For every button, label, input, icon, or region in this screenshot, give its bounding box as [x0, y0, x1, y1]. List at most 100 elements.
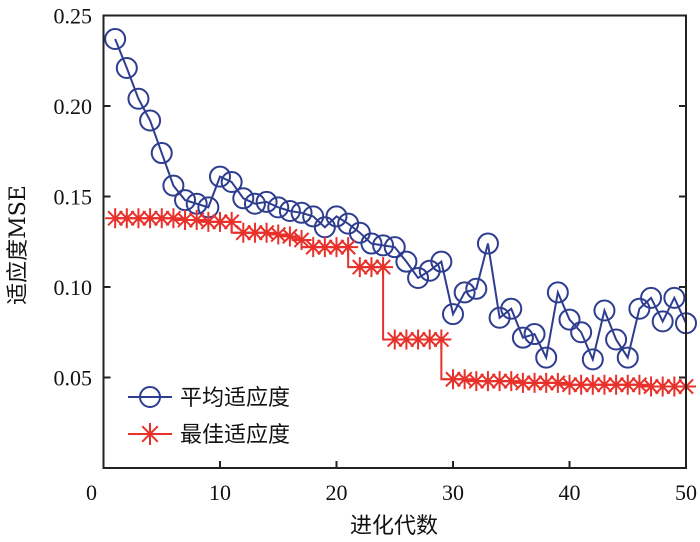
best-fitness-point: [559, 374, 580, 395]
best-fitness-point: [326, 237, 347, 258]
best-fitness-point: [303, 237, 324, 258]
best-fitness-point: [338, 237, 359, 258]
best-fitness-point: [571, 374, 592, 395]
best-fitness-point: [524, 372, 545, 393]
mean-fitness-point: [535, 346, 558, 369]
best-fitness-point: [105, 208, 126, 229]
best-fitness-point: [210, 211, 230, 232]
best-fitness-point: [396, 329, 417, 350]
plot-frame: [102, 14, 687, 469]
mean-fitness-point: [139, 109, 162, 132]
best-fitness-point: [501, 371, 522, 392]
mean-fitness-point: [465, 277, 488, 300]
best-fitness-point: [233, 222, 254, 243]
mean-fitness-point: [407, 266, 430, 289]
x-tick-label: 10: [209, 480, 231, 505]
y-tick-label: 0.20: [54, 94, 93, 119]
mean-fitness-point: [104, 28, 127, 51]
mean-fitness-point: [162, 174, 185, 197]
best-fitness-point: [594, 374, 615, 395]
x-tick-label: 0: [86, 480, 97, 505]
best-fitness-point: [291, 229, 312, 250]
mean-fitness-point: [616, 346, 639, 369]
best-fitness-point: [279, 226, 300, 247]
mean-fitness-point: [430, 250, 453, 273]
mean-fitness-point: [209, 165, 231, 188]
best-fitness-point: [116, 208, 137, 229]
mean-fitness-point: [500, 297, 523, 320]
best-fitness-point: [512, 372, 533, 393]
best-fitness-point: [349, 257, 370, 278]
best-fitness-point: [431, 329, 452, 350]
mean-fitness-point: [115, 56, 138, 79]
best-fitness-point: [140, 208, 161, 229]
mean-fitness-point: [255, 190, 278, 213]
best-fitness-point: [268, 224, 289, 245]
best-fitness-point: [617, 374, 638, 395]
best-fitness-point: [256, 222, 277, 243]
mean-fitness-point: [150, 142, 173, 165]
mean-fitness-point: [593, 299, 616, 322]
mean-fitness-point: [663, 286, 686, 309]
y-tick-label: 0.05: [54, 366, 93, 391]
mean-fitness-point: [511, 326, 534, 349]
best-fitness-point: [606, 374, 627, 395]
mean-fitness-point: [372, 234, 395, 257]
best-fitness-point: [629, 374, 650, 395]
best-fitness-point: [547, 372, 568, 393]
mean-fitness-point: [267, 196, 290, 219]
ticks-layer: 0 10 20 30 40 50 0.05 0.10 0.15 0.20 0.25: [54, 4, 698, 506]
best-fitness-point: [221, 211, 242, 232]
best-fitness-point: [244, 222, 265, 243]
best-fitness-point: [419, 329, 440, 350]
mean-fitness-point: [325, 205, 348, 228]
mean-fitness-point: [546, 281, 569, 304]
legend-star-glyph: [139, 423, 161, 445]
mean-fitness-point: [395, 250, 418, 273]
x-axis-label: 进化代数: [350, 514, 438, 539]
mean-fitness-point: [127, 87, 150, 110]
mean-fitness-point: [640, 286, 663, 309]
legend-star-marker-icon: [139, 423, 161, 445]
mean-fitness-line: [114, 38, 687, 363]
best-fitness-point: [175, 210, 196, 231]
mean-fitness-point: [605, 328, 628, 351]
mean-fitness-point: [232, 187, 255, 210]
mean-fitness-point: [651, 310, 674, 333]
best-fitness-point: [454, 369, 475, 390]
mean-fitness-point: [243, 192, 266, 215]
mean-fitness-point: [581, 348, 604, 371]
mean-fitness-point: [523, 323, 546, 346]
x-tick-label: 50: [675, 480, 697, 505]
best-fitness-point: [186, 210, 207, 231]
y-tick-label: 0.10: [54, 275, 93, 300]
best-fitness-point: [641, 376, 662, 397]
best-fitness-point: [314, 237, 335, 258]
mean-fitness-point: [453, 281, 476, 304]
best-fitness-point: [128, 208, 149, 229]
best-fitness-point: [536, 372, 557, 393]
best-fitness-point: [198, 211, 219, 232]
best-fitness-point: [443, 369, 463, 390]
best-fitness-point: [151, 208, 172, 229]
y-axis-label: 适应度MSE: [6, 185, 31, 305]
best-fitness-point: [664, 376, 685, 397]
x-tick-label: 40: [559, 480, 581, 505]
mean-fitness-point: [220, 171, 243, 194]
mean-fitness-point: [290, 201, 313, 224]
best-fitness-point: [163, 208, 184, 229]
legend-circle-marker-icon: [139, 386, 161, 408]
x-tick-label: 20: [326, 480, 348, 505]
best-fitness-point: [477, 371, 498, 392]
best-fitness-point: [361, 257, 382, 278]
mean-fitness-point: [558, 308, 581, 331]
mean-fitness-point: [476, 232, 499, 255]
best-fitness-point: [466, 371, 487, 392]
y-tick-label: 0.15: [54, 185, 93, 210]
series-layer: [104, 28, 697, 397]
mean-fitness-point: [570, 321, 593, 344]
best-fitness-point: [582, 374, 603, 395]
best-fitness-point: [384, 329, 405, 350]
best-fitness-point: [652, 376, 673, 397]
